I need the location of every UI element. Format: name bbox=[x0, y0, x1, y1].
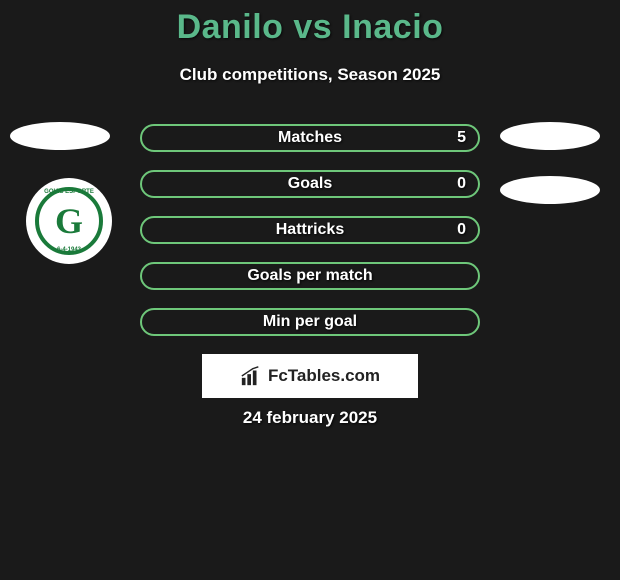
subtitle: Club competitions, Season 2025 bbox=[0, 65, 620, 85]
stat-label: Goals bbox=[288, 175, 332, 193]
stat-row-min-per-goal: Min per goal bbox=[140, 308, 480, 336]
club-badge-inner: GOIAS ESPORTE G 6-4-1943 bbox=[35, 187, 103, 255]
stat-right-value: 0 bbox=[457, 175, 466, 193]
stat-label: Matches bbox=[278, 129, 342, 147]
club-badge-left: GOIAS ESPORTE G 6-4-1943 bbox=[26, 178, 112, 264]
stat-label: Hattricks bbox=[276, 221, 344, 239]
player-right-avatar bbox=[500, 122, 600, 150]
stat-label: Min per goal bbox=[263, 313, 357, 331]
stat-right-value: 0 bbox=[457, 221, 466, 239]
player-left-avatar bbox=[10, 122, 110, 150]
club-badge-right bbox=[500, 176, 600, 204]
source-logo: FcTables.com bbox=[202, 354, 418, 398]
stat-row-goals-per-match: Goals per match bbox=[140, 262, 480, 290]
club-initial: G bbox=[55, 200, 83, 242]
stats-container: Matches 5 Goals 0 Hattricks 0 Goals per … bbox=[140, 124, 480, 354]
logo-text: FcTables.com bbox=[268, 366, 380, 386]
stat-row-matches: Matches 5 bbox=[140, 124, 480, 152]
date-text: 24 february 2025 bbox=[0, 408, 620, 428]
stat-row-hattricks: Hattricks 0 bbox=[140, 216, 480, 244]
club-founded-text: 6-4-1943 bbox=[57, 247, 81, 253]
page-title: Danilo vs Inacio bbox=[0, 0, 620, 47]
stat-row-goals: Goals 0 bbox=[140, 170, 480, 198]
stat-label: Goals per match bbox=[247, 267, 372, 285]
stat-right-value: 5 bbox=[457, 129, 466, 147]
bar-chart-icon bbox=[240, 365, 262, 387]
club-name-text: GOIAS ESPORTE bbox=[44, 189, 94, 195]
